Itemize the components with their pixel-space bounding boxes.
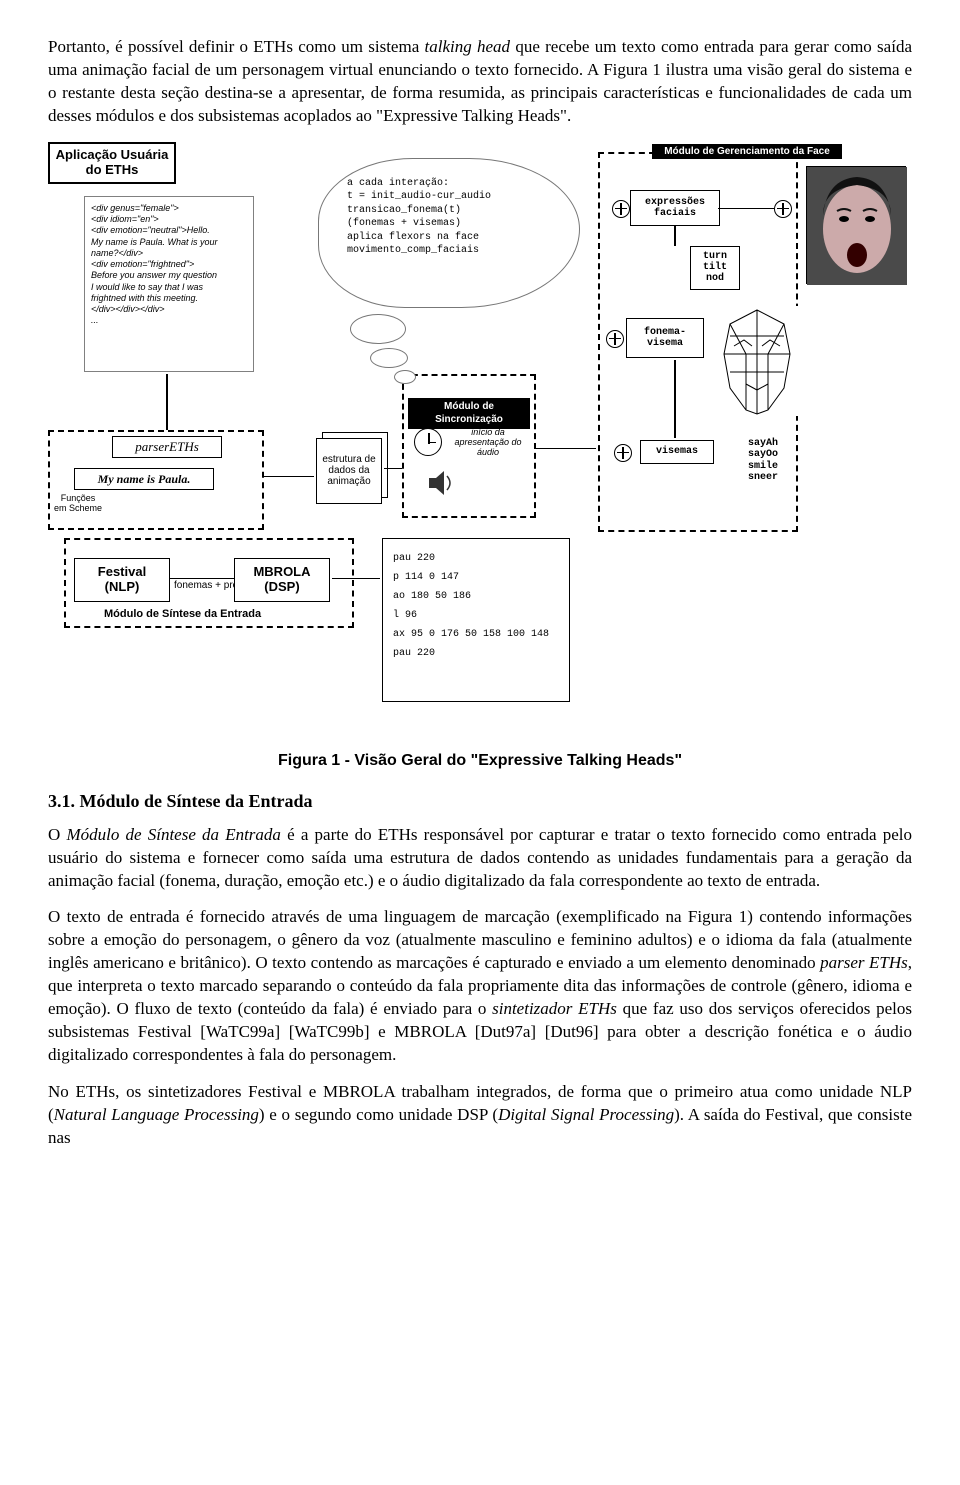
turn-box: turn tilt nod xyxy=(690,246,740,290)
connector xyxy=(170,578,234,580)
connector xyxy=(536,448,596,450)
plus-node-icon xyxy=(614,444,632,462)
side-vars-2: sayAh sayOo smile sneer xyxy=(748,438,778,484)
phoneme-list: pau 220 p 114 0 147 ao 180 50 186 l 96 a… xyxy=(382,538,570,702)
visemas-box: visemas xyxy=(640,440,714,464)
plus-node-icon xyxy=(612,200,630,218)
bubble-blob-icon xyxy=(370,348,408,368)
paragraph-1: Portanto, é possível definir o ETHs como… xyxy=(48,36,912,128)
connector xyxy=(718,208,774,210)
wireframe-face-icon xyxy=(716,306,798,416)
paragraph-3: O texto de entrada é fornecido através d… xyxy=(48,906,912,1067)
synth-title: Módulo de Síntese da Entrada xyxy=(104,608,261,620)
festival-box: Festival (NLP) xyxy=(74,558,170,602)
face-title: Módulo de Gerenciamento da Face xyxy=(652,144,842,160)
connector xyxy=(674,360,676,438)
connector xyxy=(384,468,402,470)
func-scheme: Funções em Scheme xyxy=(54,494,102,514)
connector xyxy=(674,226,676,246)
parser-box: parserETHs xyxy=(112,436,222,458)
bubble-blob-icon xyxy=(394,370,416,384)
markup-sheet: <div genus="female"> <div idiom="en"> <d… xyxy=(84,196,254,372)
mbrola-box: MBROLA (DSP) xyxy=(234,558,330,602)
myname-box: My name is Paula. xyxy=(74,468,214,490)
speaker-icon xyxy=(426,468,456,498)
figure-1: Aplicação Usuária do ETHs <div genus="fe… xyxy=(48,142,912,772)
bubble-blob-icon xyxy=(350,314,406,344)
rendered-face-icon xyxy=(806,166,906,284)
paragraph-2: O Módulo de Síntese da Entrada é a parte… xyxy=(48,824,912,893)
app-user-box: Aplicação Usuária do ETHs xyxy=(48,142,176,184)
section-title: 3.1. Módulo de Síntese da Entrada xyxy=(48,789,912,813)
estr-box: estrutura de dados da animação xyxy=(316,438,382,504)
paragraph-4: No ETHs, os sintetizadores Festival e MB… xyxy=(48,1081,912,1150)
connector xyxy=(332,578,380,580)
figure-caption: Figura 1 - Visão Geral do "Expressive Ta… xyxy=(48,750,912,772)
clock-icon xyxy=(414,428,442,456)
fonema-visema-box: fonema- visema xyxy=(626,318,704,358)
plus-node-icon xyxy=(774,200,792,218)
expr-box: expressões faciais xyxy=(630,190,720,226)
sync-start: início da apresentação do áudio xyxy=(448,428,528,458)
sync-title: Módulo de Sincronização xyxy=(408,398,530,429)
plus-node-icon xyxy=(606,330,624,348)
thought-bubble: a cada interação: t = init_audio-cur_aud… xyxy=(318,158,580,308)
connector xyxy=(264,476,314,478)
connector xyxy=(166,374,168,430)
